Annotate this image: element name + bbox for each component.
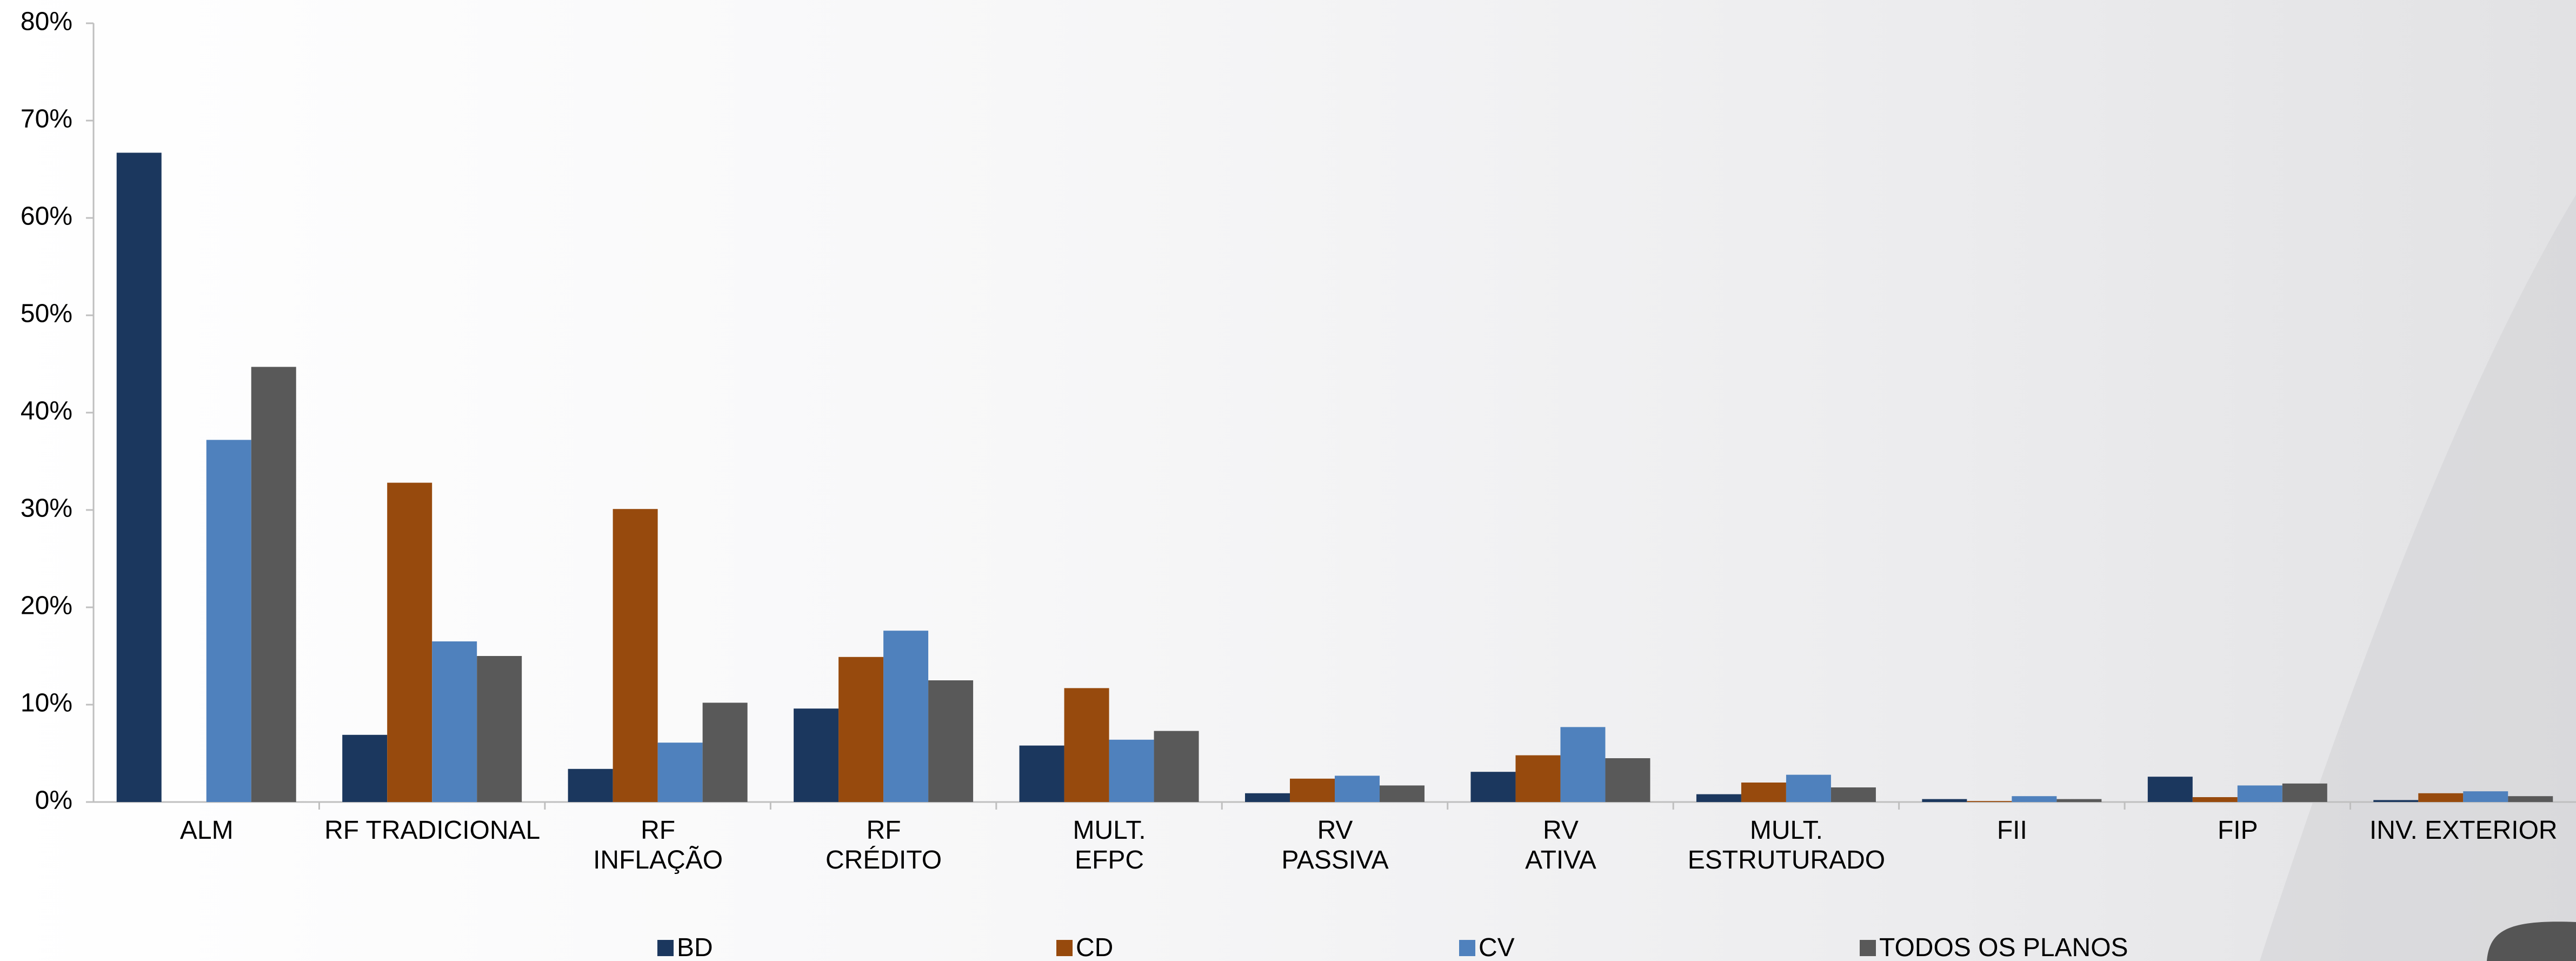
- bar: [1831, 787, 1876, 802]
- x-tick-label: ALM: [179, 816, 234, 845]
- legend-swatch: [657, 940, 674, 956]
- bar: [1154, 731, 1199, 802]
- y-tick-label: 40%: [21, 397, 72, 426]
- y-tick-label: 20%: [21, 592, 72, 620]
- bar: [1109, 739, 1154, 802]
- y-tick-label: 0%: [35, 786, 72, 815]
- bar: [1786, 774, 1831, 802]
- bar: [613, 509, 658, 802]
- bar: [1019, 745, 1064, 802]
- bar: [2373, 800, 2419, 802]
- bar: [794, 708, 839, 802]
- background-shape: [2487, 922, 2576, 961]
- bar: [1290, 778, 1335, 802]
- legend-label: BD: [677, 933, 713, 961]
- x-tick-label: FIP: [2217, 816, 2258, 845]
- bar: [1515, 755, 1561, 802]
- bar: [883, 631, 929, 802]
- bar: [1064, 688, 1109, 802]
- bar: [1967, 801, 2012, 802]
- bar: [432, 641, 477, 802]
- bar: [1560, 727, 1606, 802]
- x-tick-label: RF TRADICIONAL: [324, 816, 541, 845]
- x-tick-label: MULT. EFPC: [1073, 816, 1146, 874]
- bar: [1696, 794, 1741, 802]
- bar: [568, 768, 613, 802]
- bar: [1605, 758, 1650, 802]
- bar: [206, 440, 251, 802]
- y-tick-label: 70%: [21, 105, 72, 134]
- x-tick-label: FII: [1996, 816, 2027, 845]
- bar: [1380, 785, 1425, 802]
- y-tick-label: 50%: [21, 300, 72, 328]
- bar: [2237, 785, 2282, 802]
- bar: [116, 153, 162, 802]
- y-tick-label: 30%: [21, 494, 72, 523]
- bar: [2192, 797, 2238, 802]
- legend-label: TODOS OS PLANOS: [1879, 933, 2128, 961]
- legend-label: CV: [1479, 933, 1515, 961]
- legend-swatch: [1459, 940, 1475, 956]
- bar: [2282, 783, 2327, 802]
- bar: [1245, 793, 1290, 802]
- bar: [928, 680, 974, 802]
- x-tick-label: MULT. ESTRUTURADO: [1687, 816, 1886, 874]
- legend-swatch: [1056, 940, 1073, 956]
- bar: [1335, 776, 1380, 802]
- background-shape: [2260, 195, 2576, 961]
- bar: [657, 743, 703, 802]
- bar: [2012, 796, 2057, 802]
- bar: [2463, 791, 2508, 802]
- bar: [1741, 783, 1786, 802]
- legend-swatch: [1860, 940, 1876, 956]
- bar: [251, 367, 296, 802]
- x-tick-label: RV ATIVA: [1525, 816, 1596, 874]
- bar: [2056, 799, 2102, 802]
- bar: [2418, 793, 2464, 802]
- x-tick-label: INV. EXTERIOR: [2369, 816, 2558, 845]
- legend-label: CD: [1076, 933, 1114, 961]
- x-tick-label: RV PASSIVA: [1281, 816, 1389, 874]
- y-tick-label: 80%: [21, 8, 72, 36]
- y-tick-label: 10%: [21, 689, 72, 718]
- bar: [477, 656, 522, 802]
- bar: [387, 482, 432, 802]
- bar: [1922, 799, 1967, 802]
- bar: [2508, 796, 2553, 802]
- bar: [838, 657, 884, 802]
- y-tick-label: 60%: [21, 202, 72, 231]
- bar: [702, 702, 748, 802]
- x-tick-label: RF INFLAÇÃO: [593, 816, 723, 874]
- bar: [342, 734, 388, 802]
- bar: [1470, 772, 1516, 802]
- x-tick-label: RF CRÉDITO: [826, 816, 942, 874]
- bar: [2147, 777, 2193, 802]
